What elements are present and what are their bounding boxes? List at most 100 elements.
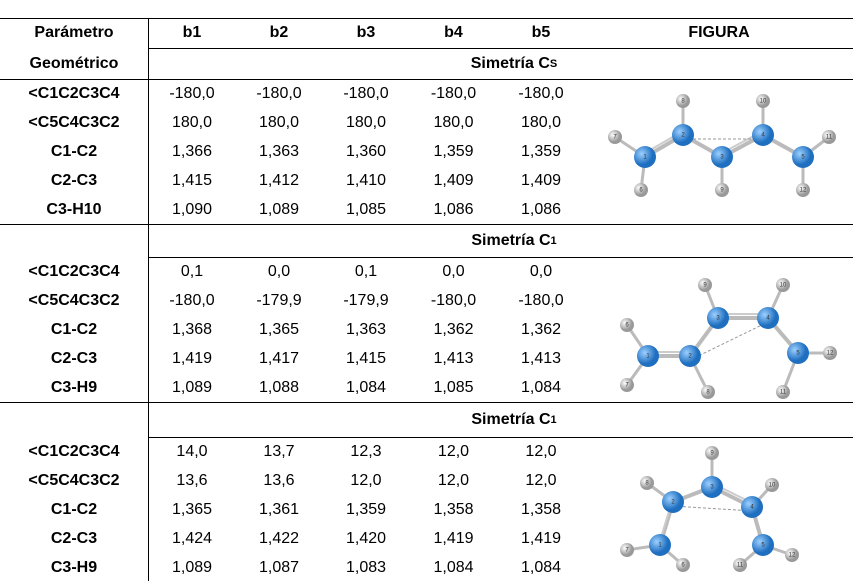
value-cell: 1,409	[497, 166, 585, 195]
value-cell: -179,9	[236, 286, 322, 315]
param-cell: <C5C4C3C2	[0, 466, 148, 495]
rule	[148, 18, 149, 581]
param-cell: C2-C3	[0, 166, 148, 195]
value-cell: 12,0	[497, 466, 585, 495]
value-cell: -180,0	[148, 286, 236, 315]
value-cell: 1,410	[322, 166, 410, 195]
value-cell: 1,084	[322, 373, 410, 402]
header-cell: Geométrico	[0, 48, 148, 79]
value-cell: 0,0	[497, 257, 585, 286]
param-cell: <C1C2C3C4	[0, 257, 148, 286]
value-cell: 180,0	[322, 108, 410, 137]
value-cell: 1,083	[322, 553, 410, 582]
value-cell: 1,368	[148, 315, 236, 344]
value-cell: 180,0	[497, 108, 585, 137]
molecule-figure: 123456789101112	[585, 79, 853, 224]
value-cell: 1,363	[322, 315, 410, 344]
value-cell: 0,0	[236, 257, 322, 286]
atom-label: 11	[826, 135, 833, 141]
header-cell: b4	[410, 18, 497, 48]
section-title: Simetría CS	[148, 48, 853, 79]
value-cell: 1,090	[148, 195, 236, 224]
value-cell: 12,3	[322, 437, 410, 466]
value-cell: 1,087	[236, 553, 322, 582]
param-cell: C1-C2	[0, 315, 148, 344]
section-title-text: Simetría C	[471, 411, 550, 429]
header-cell: b3	[322, 18, 410, 48]
header-cell: b5	[497, 18, 585, 48]
param-cell: <C5C4C3C2	[0, 286, 148, 315]
value-cell: 13,6	[236, 466, 322, 495]
value-cell: -179,9	[322, 286, 410, 315]
value-cell: 14,0	[148, 437, 236, 466]
molecule-figure: 123456789101112	[585, 257, 853, 402]
rule	[0, 402, 853, 403]
atom-label: 10	[769, 483, 776, 489]
atom-label: 10	[760, 99, 767, 105]
value-cell: 1,422	[236, 524, 322, 553]
value-cell: 1,085	[322, 195, 410, 224]
value-cell: 1,365	[148, 495, 236, 524]
value-cell: 1,085	[410, 373, 497, 402]
value-cell: 13,7	[236, 437, 322, 466]
atom-label: 11	[737, 563, 744, 569]
value-cell: -180,0	[497, 286, 585, 315]
atom-label: 12	[827, 351, 834, 357]
value-cell: 1,359	[497, 137, 585, 166]
section-subscript: S	[550, 58, 557, 70]
value-cell: 1,415	[148, 166, 236, 195]
header-cell: Parámetro	[0, 18, 148, 48]
value-cell: 1,358	[497, 495, 585, 524]
atom-label: 11	[780, 390, 787, 396]
value-cell: 1,084	[497, 373, 585, 402]
value-cell: 1,089	[236, 195, 322, 224]
value-cell: -180,0	[410, 79, 497, 108]
value-cell: 0,1	[322, 257, 410, 286]
value-cell: 1,084	[497, 553, 585, 582]
value-cell: 1,419	[148, 344, 236, 373]
value-cell: -180,0	[148, 79, 236, 108]
rule	[0, 18, 853, 19]
value-cell: 180,0	[410, 108, 497, 137]
value-cell: 1,413	[410, 344, 497, 373]
header-cell: b2	[236, 18, 322, 48]
value-cell: 1,362	[410, 315, 497, 344]
value-cell: 1,359	[410, 137, 497, 166]
value-cell: 1,419	[497, 524, 585, 553]
value-cell: 1,366	[148, 137, 236, 166]
delocal-bond	[673, 506, 752, 511]
value-cell: 12,0	[322, 466, 410, 495]
value-cell: 0,0	[410, 257, 497, 286]
param-cell: <C5C4C3C2	[0, 108, 148, 137]
atom-label: 12	[789, 553, 796, 559]
param-cell: C2-C3	[0, 344, 148, 373]
value-cell: 1,358	[410, 495, 497, 524]
param-cell: C3-H9	[0, 553, 148, 582]
value-cell: 1,084	[410, 553, 497, 582]
value-cell: 1,360	[322, 137, 410, 166]
section-subscript: 1	[551, 414, 557, 426]
value-cell: 12,0	[410, 437, 497, 466]
value-cell: -180,0	[322, 79, 410, 108]
header-cell: FIGURA	[585, 18, 853, 48]
value-cell: 180,0	[236, 108, 322, 137]
param-cell: <C1C2C3C4	[0, 79, 148, 108]
value-cell: 1,359	[322, 495, 410, 524]
value-cell: 1,417	[236, 344, 322, 373]
value-cell: 1,362	[497, 315, 585, 344]
section-title-text: Simetría C	[471, 232, 550, 250]
value-cell: 1,420	[322, 524, 410, 553]
param-cell: C3-H10	[0, 195, 148, 224]
value-cell: -180,0	[497, 79, 585, 108]
value-cell: 1,086	[497, 195, 585, 224]
value-cell: 1,413	[497, 344, 585, 373]
value-cell: 12,0	[497, 437, 585, 466]
value-cell: 13,6	[148, 466, 236, 495]
param-cell: C1-C2	[0, 495, 148, 524]
param-cell: C3-H9	[0, 373, 148, 402]
value-cell: 1,419	[410, 524, 497, 553]
section-title-text: Simetría C	[471, 55, 550, 73]
